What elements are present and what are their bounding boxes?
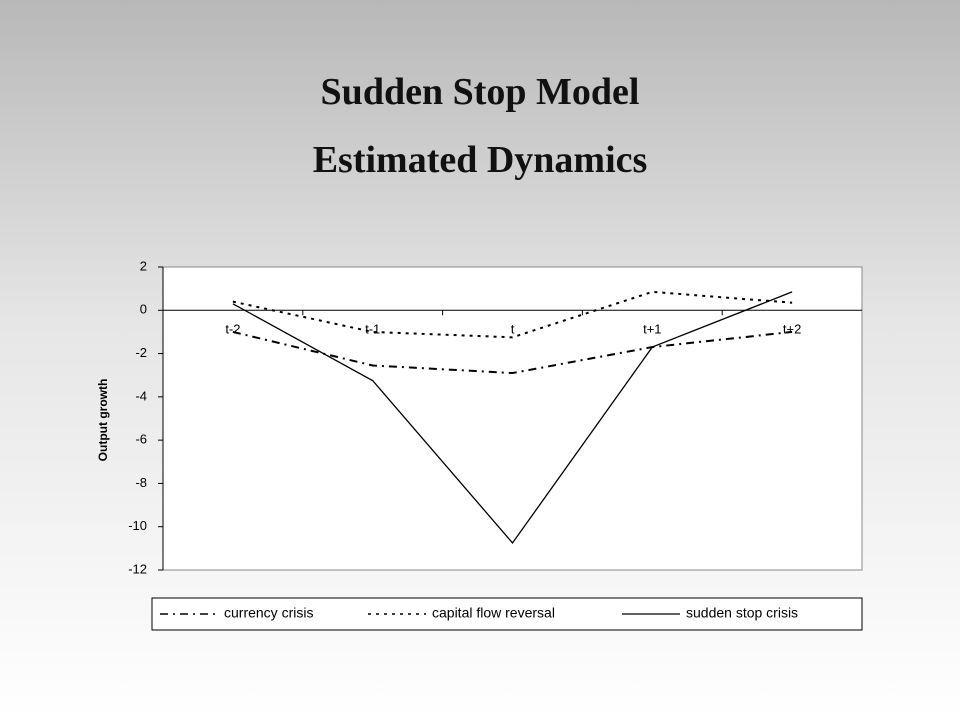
plot-area xyxy=(162,266,863,571)
legend-box xyxy=(151,597,863,631)
y-tick-label: -2 xyxy=(135,345,147,360)
y-tick-label: -4 xyxy=(135,388,147,403)
y-tick-label: -12 xyxy=(128,561,147,576)
x-tick-label: t+1 xyxy=(643,322,661,337)
series-line xyxy=(232,330,793,375)
x-tick-label: t xyxy=(511,322,515,337)
legend-label: capital flow reversal xyxy=(432,605,555,621)
legend-label: sudden stop crisis xyxy=(686,605,798,621)
series-line xyxy=(232,291,793,544)
y-tick-label: 0 xyxy=(140,302,147,317)
x-tick-label: t-2 xyxy=(225,322,240,337)
slide-title: Sudden Stop Model xyxy=(320,71,640,113)
series-line xyxy=(232,290,793,339)
y-tick-label: 2 xyxy=(140,258,147,273)
x-tick-label: t-1 xyxy=(365,322,380,337)
legend-label: currency crisis xyxy=(224,605,313,621)
y-tick-label: -6 xyxy=(135,432,147,447)
x-tick-label: t+2 xyxy=(783,322,801,337)
slide-subtitle: Estimated Dynamics xyxy=(312,139,648,181)
y-axis-label: Output growth xyxy=(96,379,110,462)
y-tick-label: -10 xyxy=(128,518,147,533)
y-tick-label: -8 xyxy=(135,475,147,490)
